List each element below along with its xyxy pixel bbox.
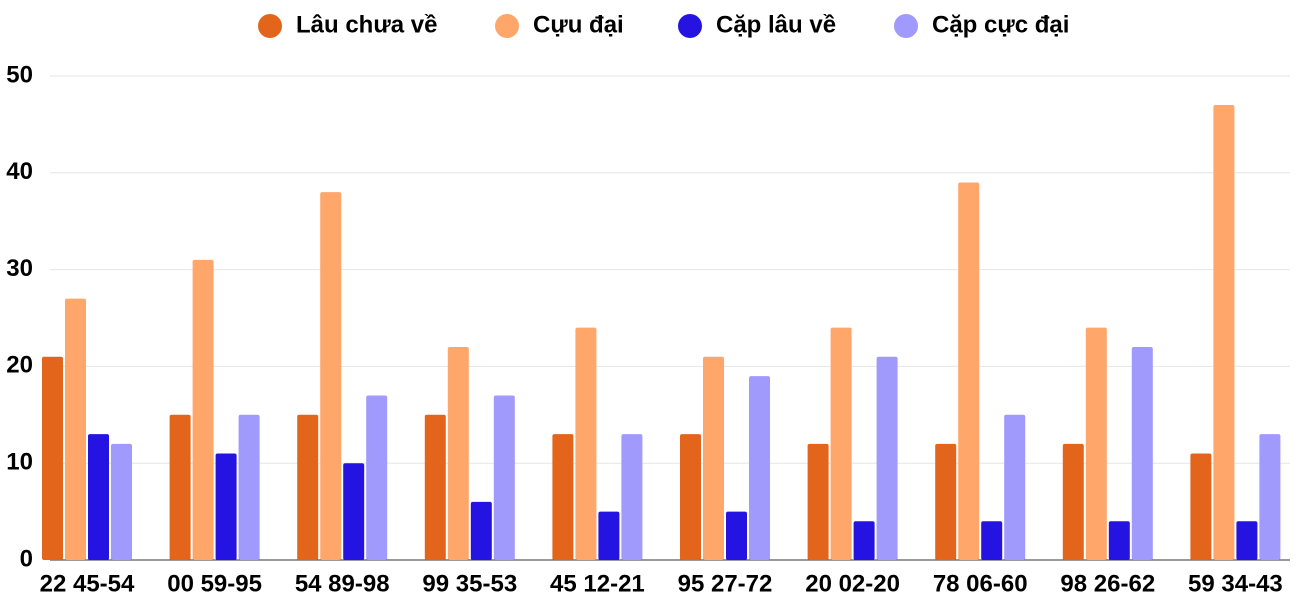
- bar: [215, 453, 237, 560]
- y-tick-label: 50: [6, 61, 33, 88]
- bar: [111, 443, 132, 560]
- bar: [552, 434, 574, 560]
- y-axis: 0 10 20 30 40 50: [6, 61, 33, 572]
- bar: [935, 443, 957, 560]
- legend-label: Cặp lâu về: [716, 11, 836, 38]
- bar: [238, 414, 260, 560]
- bar: [598, 511, 620, 560]
- legend-label: Lâu chưa về: [296, 11, 437, 38]
- bar: [726, 511, 747, 560]
- bar: [807, 443, 829, 560]
- bar: [1259, 434, 1281, 560]
- bar: [853, 521, 875, 560]
- bar: [1190, 453, 1212, 560]
- legend-marker: [258, 14, 282, 38]
- x-axis: 22 45-54 00 59-95 54 89-98 99 35-53 45 12-21…: [40, 570, 1283, 597]
- bar: [680, 434, 701, 560]
- bar: [876, 356, 898, 560]
- y-tick-label: 40: [6, 158, 33, 185]
- bar: [958, 182, 980, 561]
- bar: [1062, 443, 1084, 560]
- bar: [1085, 327, 1107, 560]
- legend-label: Cặp cực đại: [932, 11, 1069, 38]
- x-tick-label: 98 26-62: [1060, 570, 1155, 597]
- legend-marker: [495, 14, 519, 38]
- x-tick-label: 78 06-60: [933, 570, 1028, 597]
- bar: [1108, 521, 1130, 560]
- bar: [366, 395, 388, 560]
- bar: [575, 327, 597, 560]
- bars: [42, 105, 1281, 561]
- y-tick-label: 10: [6, 449, 33, 476]
- bar: [65, 298, 86, 560]
- legend-label: Cựu đại: [533, 11, 624, 38]
- bar: [88, 434, 109, 560]
- bar: [621, 434, 643, 560]
- x-tick-label: 20 02-20: [805, 570, 900, 597]
- bar: [447, 347, 469, 560]
- x-tick-label: 54 89-98: [295, 570, 390, 597]
- y-tick-label: 20: [6, 352, 33, 379]
- legend: Lâu chưa về Cựu đại Cặp lâu về Cặp cực đại: [258, 11, 1069, 38]
- x-tick-label: 95 27-72: [678, 570, 773, 597]
- x-tick-label: 59 34-43: [1188, 570, 1283, 597]
- bar: [297, 414, 319, 560]
- bar: [1131, 347, 1153, 560]
- bar: [42, 356, 63, 560]
- bar: [424, 414, 446, 560]
- bar: [320, 192, 342, 560]
- bar: [192, 259, 214, 560]
- bar: [981, 521, 1003, 560]
- y-tick-label: 30: [6, 255, 33, 282]
- bar: [1213, 105, 1235, 560]
- bar: [1004, 414, 1026, 560]
- bar: [343, 463, 365, 560]
- bar: [830, 327, 852, 560]
- bar: [169, 414, 191, 560]
- bar: [1236, 521, 1258, 560]
- x-tick-label: 45 12-21: [550, 570, 645, 597]
- bar: [493, 395, 515, 560]
- y-tick-label: 0: [20, 545, 33, 572]
- x-tick-label: 00 59-95: [167, 570, 262, 597]
- legend-marker: [678, 14, 702, 38]
- legend-marker: [894, 14, 918, 38]
- bar: [749, 376, 770, 560]
- bar: [703, 356, 724, 560]
- x-tick-label: 22 45-54: [40, 570, 135, 597]
- x-tick-label: 99 35-53: [422, 570, 517, 597]
- bar: [470, 501, 492, 560]
